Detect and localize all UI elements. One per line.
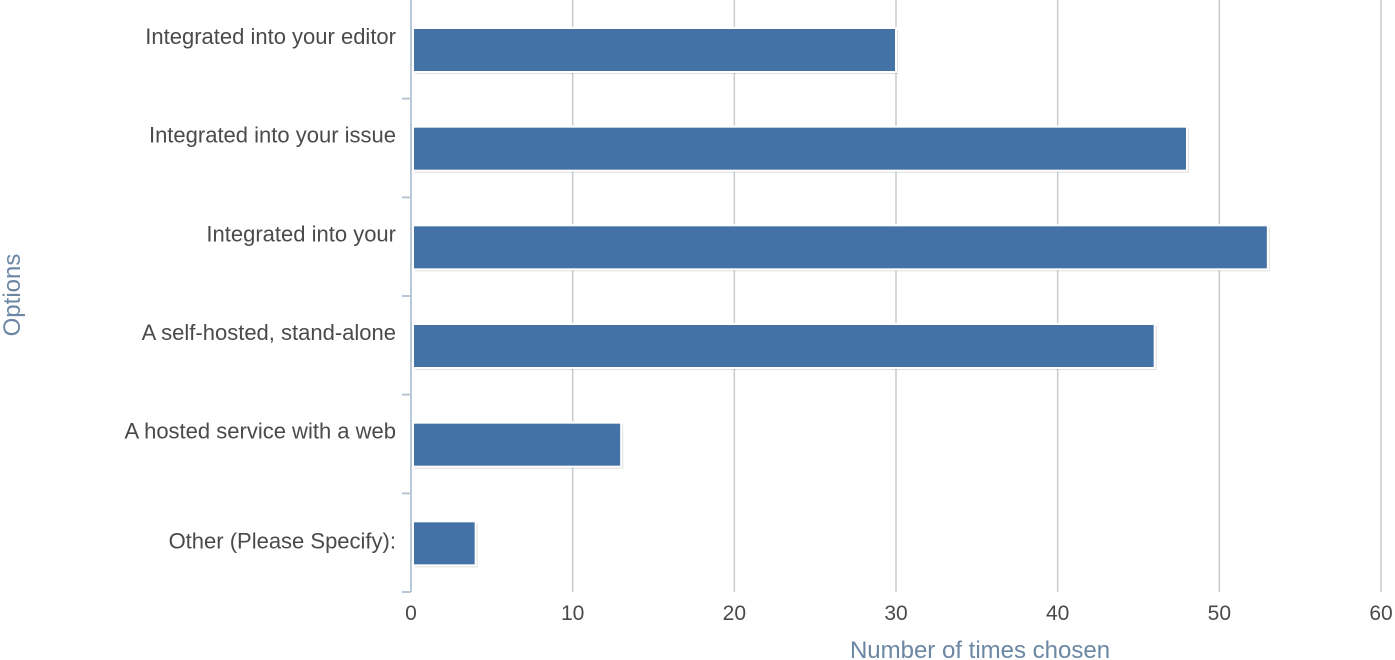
category-label: Integrated into your editor	[145, 24, 396, 49]
axes	[402, 0, 412, 593]
category-label: Other (Please Specify):	[169, 528, 396, 553]
bar	[412, 27, 897, 73]
bar	[412, 421, 623, 468]
x-tick-labels: 0 10 20 30 40 50 60	[405, 602, 1393, 625]
x-axis-title: Number of times chosen	[850, 637, 1110, 660]
category-labels: Integrated into your editor Integrated in…	[125, 24, 396, 553]
x-tick-label: 0	[405, 602, 417, 625]
x-tick-label: 20	[723, 602, 746, 625]
gridlines	[571, 0, 1382, 592]
y-axis-title: Options	[0, 254, 26, 337]
category-label: A hosted service with a web	[125, 419, 396, 444]
x-tick-label: 10	[561, 602, 584, 625]
bars	[412, 27, 1270, 568]
category-label: Integrated into your issue	[149, 123, 396, 148]
bar	[412, 520, 477, 567]
bar	[412, 323, 1156, 369]
x-tick-label: 30	[884, 602, 907, 625]
x-tick-label: 40	[1046, 602, 1069, 625]
category-label: A self-hosted, stand-alone	[142, 320, 396, 345]
category-label: Integrated into your	[206, 221, 396, 246]
bar	[412, 125, 1188, 172]
x-tick-label: 50	[1208, 602, 1231, 625]
x-tick-label: 60	[1369, 602, 1392, 625]
bar	[412, 224, 1269, 271]
